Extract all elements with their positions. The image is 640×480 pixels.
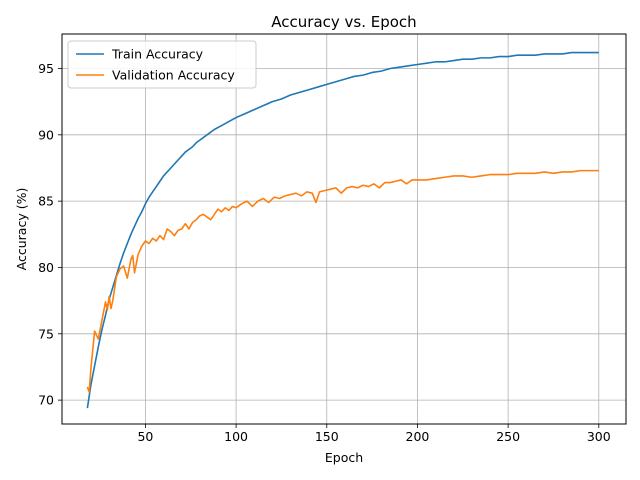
y-tick-label: 85 xyxy=(38,194,54,209)
grid xyxy=(62,34,626,424)
x-tick-label: 300 xyxy=(587,429,611,444)
legend-label-validation: Validation Accuracy xyxy=(112,68,235,83)
chart-title: Accuracy vs. Epoch xyxy=(271,13,416,31)
legend-label-train: Train Accuracy xyxy=(111,47,204,62)
x-tick-label: 200 xyxy=(406,429,430,444)
train-accuracy-line xyxy=(86,51,599,409)
y-tick-label: 90 xyxy=(38,127,54,142)
y-tick-label: 80 xyxy=(38,260,54,275)
legend-box xyxy=(67,40,257,89)
plot-frame xyxy=(61,33,627,425)
y-axis-label: Accuracy (%) xyxy=(14,188,29,271)
legend: Train Accuracy Validation Accuracy xyxy=(67,40,257,89)
x-tick-label: 150 xyxy=(315,429,339,444)
x-tick-label: 50 xyxy=(137,429,153,444)
x-tick-label: 250 xyxy=(496,429,520,444)
validation-accuracy-line xyxy=(86,169,599,393)
y-tick-label: 75 xyxy=(38,326,54,341)
axis-ticks: 50 100 150 200 250 300 70 75 80 85 90 95 xyxy=(38,61,611,444)
y-tick-label: 95 xyxy=(38,61,54,76)
x-tick-label: 100 xyxy=(224,429,248,444)
series-layer xyxy=(86,51,599,409)
x-axis-label: Epoch xyxy=(325,450,363,465)
y-tick-label: 70 xyxy=(38,393,54,408)
